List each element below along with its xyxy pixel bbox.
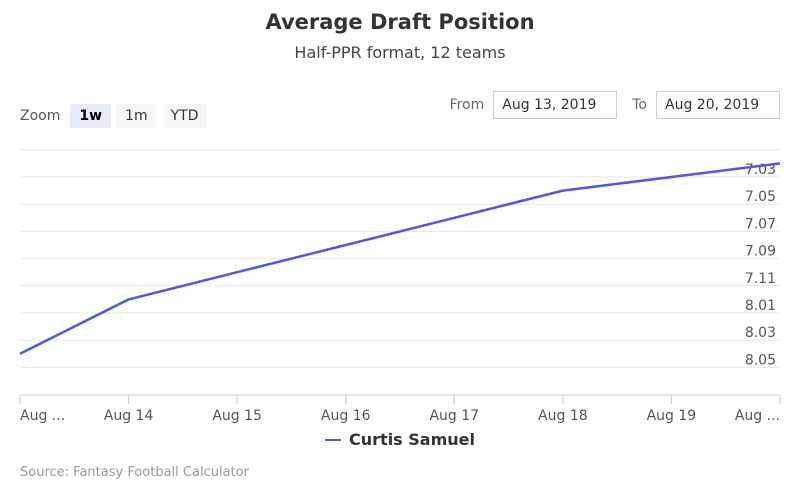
legend-label: Curtis Samuel bbox=[349, 430, 475, 449]
y-tick-label: 7.09 bbox=[745, 244, 776, 260]
grid-lines bbox=[20, 149, 780, 368]
y-tick-label: 7.05 bbox=[745, 189, 776, 205]
chart-subtitle: Half-PPR format, 12 teams bbox=[294, 43, 506, 62]
y-axis-ticks: 7.037.057.077.097.118.018.038.05 bbox=[745, 162, 776, 368]
x-tick-label: Aug 14 bbox=[104, 408, 154, 424]
legend-swatch bbox=[325, 438, 342, 441]
zoom-label: Zoom bbox=[20, 108, 61, 124]
x-tick-label: Aug 15 bbox=[212, 408, 262, 424]
zoom-ytd-button[interactable]: YTD bbox=[161, 104, 208, 128]
series-curtis-samuel[interactable] bbox=[19, 162, 781, 355]
y-tick-label: 8.03 bbox=[745, 325, 776, 341]
x-tick-label: Aug 17 bbox=[429, 408, 479, 424]
x-tick-label: Aug ... bbox=[20, 408, 65, 424]
x-axis-ticks: Aug ... Aug 14 Aug 15 Aug 16 Aug 17 Aug 18 Aug… bbox=[19, 395, 781, 424]
x-tick-label: Aug 19 bbox=[647, 408, 697, 424]
y-tick-label: 7.07 bbox=[745, 216, 776, 232]
legend-item-curtis-samuel[interactable]: Curtis Samuel bbox=[0, 430, 800, 449]
x-tick-label: Aug 16 bbox=[321, 408, 371, 424]
source-credit[interactable]: Source: Fantasy Football Calculator bbox=[20, 465, 249, 480]
zoom-controls: Zoom 1w 1m YTD bbox=[20, 104, 212, 128]
date-range-selector: From To bbox=[450, 91, 780, 119]
series-line[interactable] bbox=[19, 162, 781, 355]
y-tick-label: 8.01 bbox=[745, 298, 776, 314]
zoom-1m-button[interactable]: 1m bbox=[116, 104, 157, 128]
from-date-input[interactable] bbox=[493, 91, 618, 119]
to-date-input[interactable] bbox=[656, 91, 780, 119]
zoom-1w-button[interactable]: 1w bbox=[70, 104, 112, 128]
chart-title: Average Draft Position bbox=[265, 10, 535, 34]
y-tick-label: 8.05 bbox=[745, 352, 776, 368]
y-tick-label: 7.11 bbox=[745, 271, 776, 287]
x-tick-label: Aug ... bbox=[735, 408, 780, 424]
from-label: From bbox=[449, 97, 485, 113]
to-label: To bbox=[632, 97, 647, 113]
x-tick-label: Aug 18 bbox=[538, 408, 588, 424]
